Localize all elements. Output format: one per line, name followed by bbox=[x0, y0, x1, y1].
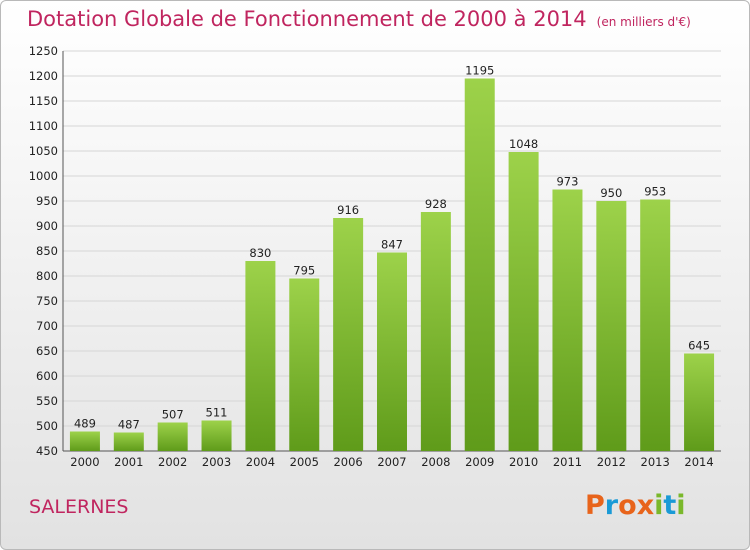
bar bbox=[113, 432, 144, 451]
bar bbox=[289, 278, 320, 451]
chart-subtitle: (en milliers d'€) bbox=[596, 15, 691, 29]
bar-value-label: 950 bbox=[600, 186, 622, 200]
y-tick-label: 700 bbox=[36, 319, 58, 333]
x-tick-label: 2002 bbox=[158, 455, 187, 469]
bar bbox=[69, 431, 100, 451]
y-tick-label: 1100 bbox=[29, 119, 58, 133]
bar-value-label: 487 bbox=[118, 418, 140, 432]
x-tick-label: 2010 bbox=[509, 455, 538, 469]
bar-value-label: 507 bbox=[162, 408, 184, 422]
bar-value-label: 511 bbox=[206, 406, 228, 420]
bar bbox=[245, 261, 276, 451]
x-tick-label: 2014 bbox=[684, 455, 713, 469]
bar-value-label: 847 bbox=[381, 238, 403, 252]
x-tick-label: 2008 bbox=[421, 455, 450, 469]
chart-title: Dotation Globale de Fonctionnement de 20… bbox=[27, 7, 691, 31]
bar bbox=[508, 152, 539, 451]
x-tick-label: 2004 bbox=[246, 455, 275, 469]
y-tick-label: 550 bbox=[36, 394, 58, 408]
bar bbox=[333, 218, 364, 451]
bar bbox=[201, 420, 232, 451]
y-tick-label: 1250 bbox=[29, 44, 58, 58]
y-tick-label: 1050 bbox=[29, 144, 58, 158]
x-tick-label: 2007 bbox=[377, 455, 406, 469]
bar-value-label: 489 bbox=[74, 417, 96, 431]
y-tick-label: 950 bbox=[36, 194, 58, 208]
x-tick-label: 2005 bbox=[290, 455, 319, 469]
x-tick-label: 2009 bbox=[465, 455, 494, 469]
bar bbox=[464, 78, 495, 451]
bar bbox=[420, 212, 451, 451]
logo-letter: t bbox=[663, 490, 677, 521]
y-tick-label: 650 bbox=[36, 344, 58, 358]
y-tick-label: 750 bbox=[36, 294, 58, 308]
y-tick-label: 800 bbox=[36, 269, 58, 283]
logo-letter: i bbox=[654, 490, 664, 521]
x-tick-label: 2003 bbox=[202, 455, 231, 469]
bar-value-label: 973 bbox=[556, 175, 578, 189]
commune-name: SALERNES bbox=[29, 496, 129, 518]
logo-letter: x bbox=[636, 490, 655, 521]
bar-value-label: 1048 bbox=[509, 137, 538, 151]
logo-letter: o bbox=[618, 490, 637, 521]
bar bbox=[596, 201, 627, 451]
x-tick-label: 2006 bbox=[333, 455, 362, 469]
y-tick-label: 1200 bbox=[29, 69, 58, 83]
bar bbox=[157, 422, 188, 451]
y-tick-label: 600 bbox=[36, 369, 58, 383]
x-tick-label: 2001 bbox=[114, 455, 143, 469]
y-tick-label: 500 bbox=[36, 419, 58, 433]
logo-letter: r bbox=[604, 490, 619, 521]
y-tick-label: 1000 bbox=[29, 169, 58, 183]
bar-value-label: 928 bbox=[425, 197, 447, 211]
bar-value-label: 795 bbox=[293, 264, 315, 278]
logo-letter: i bbox=[676, 490, 686, 521]
bar-value-label: 645 bbox=[688, 339, 710, 353]
y-tick-label: 1150 bbox=[29, 94, 58, 108]
x-tick-label: 2013 bbox=[641, 455, 670, 469]
chart-title-text: Dotation Globale de Fonctionnement de 20… bbox=[27, 7, 587, 31]
bar-value-label: 916 bbox=[337, 203, 359, 217]
y-tick-label: 850 bbox=[36, 244, 58, 258]
bar bbox=[640, 199, 671, 451]
bar-value-label: 1195 bbox=[465, 64, 494, 78]
logo-letter: P bbox=[585, 490, 605, 521]
bar bbox=[684, 353, 715, 451]
bar bbox=[377, 252, 407, 451]
bar-value-label: 830 bbox=[249, 246, 271, 260]
proxiti-logo: Proxiti bbox=[585, 490, 686, 521]
bar-value-label: 953 bbox=[644, 185, 666, 199]
x-tick-label: 2000 bbox=[70, 455, 99, 469]
x-tick-label: 2012 bbox=[597, 455, 626, 469]
y-tick-label: 900 bbox=[36, 219, 58, 233]
bar bbox=[552, 189, 583, 451]
x-tick-label: 2011 bbox=[553, 455, 582, 469]
y-tick-label: 450 bbox=[36, 444, 58, 458]
